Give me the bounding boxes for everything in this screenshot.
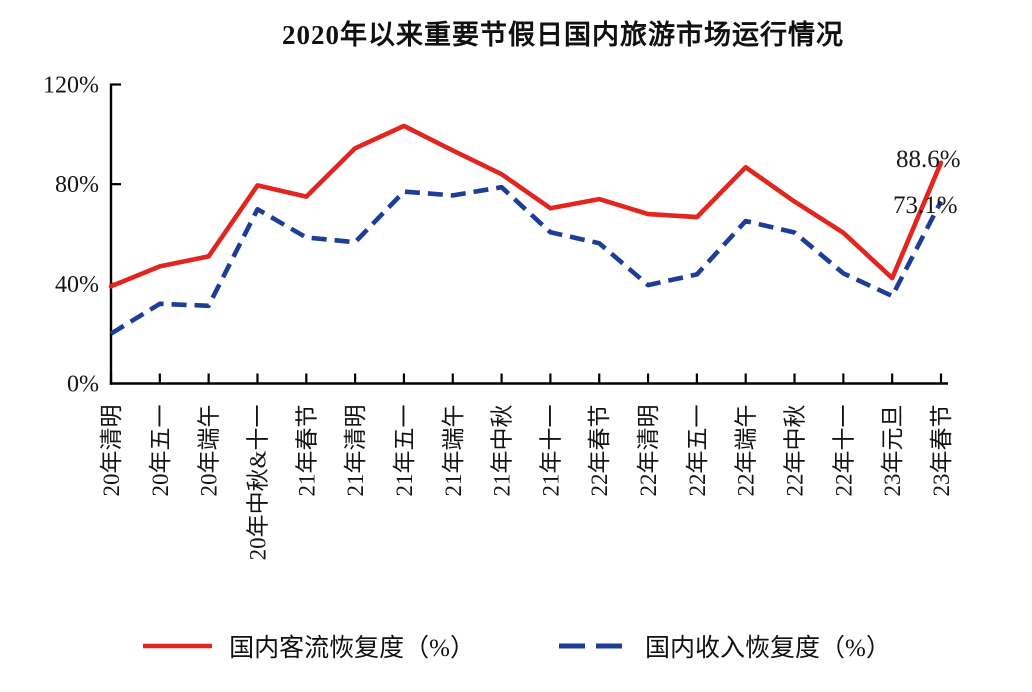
x-tick-label: 20年五一 bbox=[148, 405, 173, 497]
x-tick-label: 20年端午 bbox=[197, 405, 222, 497]
x-tick-label: 23年春节 bbox=[929, 405, 954, 497]
legend-dashed-line-icon bbox=[559, 643, 627, 649]
legend-item-passenger: 国内客流恢复度（%） bbox=[141, 628, 475, 664]
series-line-revenue bbox=[109, 184, 944, 336]
data-label-passenger-end: 88.6% bbox=[896, 146, 961, 173]
x-tick-label: 22年中秋 bbox=[783, 405, 808, 497]
x-tick-label: 21年端午 bbox=[441, 405, 466, 497]
x-tick-label: 21年春节 bbox=[294, 405, 319, 497]
x-tick-label: 22年十一 bbox=[831, 405, 856, 497]
line-chart-plot: 0% 40% 80% 120% 20年清明 20年五一 20年端午 20年中秋&十一 21年春节… bbox=[43, 73, 954, 561]
legend-label-passenger: 国内客流恢复度（%） bbox=[229, 635, 475, 662]
legend: 国内客流恢复度（%） 国内收入恢复度（%） bbox=[0, 628, 1032, 664]
series-line-passenger bbox=[108, 123, 944, 289]
legend-label-revenue: 国内收入恢复度（%） bbox=[645, 635, 891, 662]
x-tick-label: 21年中秋 bbox=[490, 405, 515, 497]
y-tick-label: 80% bbox=[55, 172, 99, 198]
x-tick-label: 23年元旦 bbox=[880, 405, 905, 497]
data-label-revenue-end: 73.1% bbox=[893, 192, 958, 219]
x-tick-label: 22年端午 bbox=[734, 405, 759, 497]
chart-title: 2020年以来重要节假日国内旅游市场运行情况 bbox=[282, 20, 844, 50]
x-tick-label: 21年五一 bbox=[392, 405, 417, 497]
y-tick-label: 0% bbox=[67, 372, 99, 398]
x-tick-label: 21年十一 bbox=[538, 405, 563, 497]
x-tick-label: 21年清明 bbox=[343, 405, 368, 497]
x-tick-label: 22年春节 bbox=[587, 405, 612, 497]
legend-solid-line-icon bbox=[143, 643, 213, 649]
x-tick-label: 20年清明 bbox=[99, 405, 124, 497]
x-tick-label: 20年中秋&十一 bbox=[245, 405, 270, 561]
legend-item-revenue: 国内收入恢复度（%） bbox=[557, 628, 891, 664]
x-tick-label: 22年清明 bbox=[636, 405, 661, 497]
x-tick-label: 22年五一 bbox=[685, 405, 710, 497]
y-tick-label: 40% bbox=[55, 272, 99, 298]
y-tick-label: 120% bbox=[43, 73, 99, 99]
